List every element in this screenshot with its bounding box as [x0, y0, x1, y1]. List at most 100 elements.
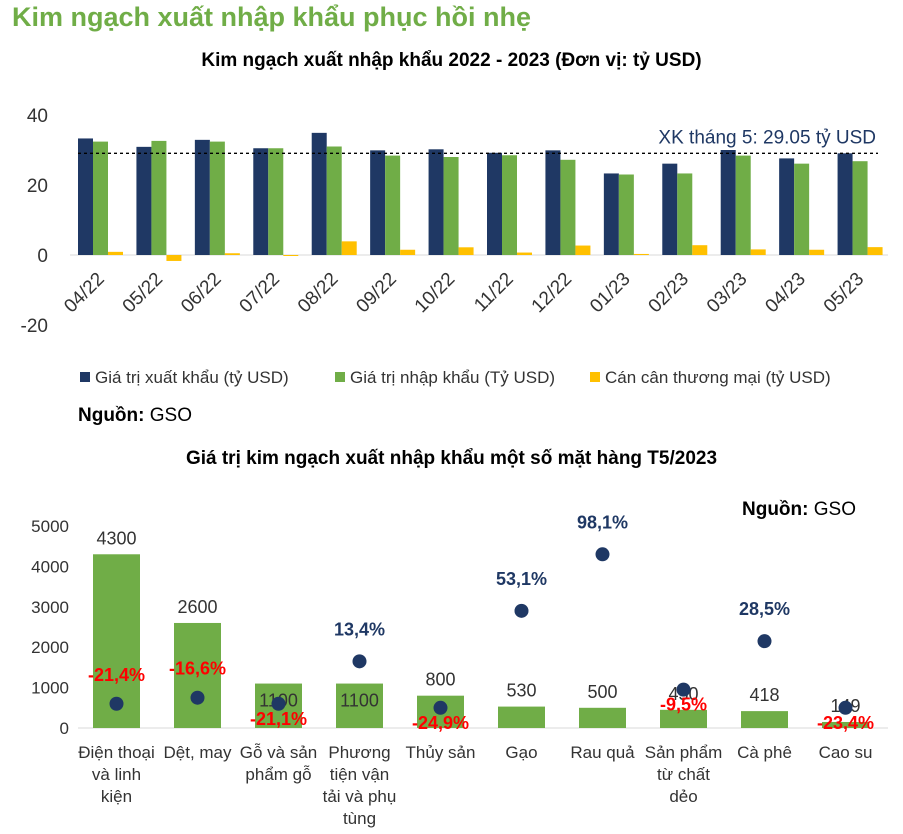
bar-export — [545, 150, 561, 255]
commodity-bar — [579, 707, 626, 728]
growth-dot — [352, 654, 367, 669]
value-label: 4300 — [96, 528, 136, 548]
bar-balance — [633, 253, 649, 255]
category-label: Dệt, may — [163, 743, 232, 762]
commodity-bar — [660, 709, 707, 728]
category-label: Gỗ và sản — [240, 743, 318, 762]
reference-line-label: XK tháng 5: 29.05 tỷ USD — [658, 127, 876, 148]
y-tick-label: 0 — [37, 246, 48, 267]
value-label: 500 — [587, 682, 617, 702]
category-label: tiện vận — [330, 765, 390, 784]
x-tick-label: 08/22 — [294, 269, 342, 317]
growth-label: 53,1% — [496, 569, 547, 589]
category-label: Gạo — [505, 743, 537, 762]
x-tick-label: 12/22 — [528, 269, 576, 317]
category-label: Rau quả — [570, 743, 635, 762]
chart1-trade-balance: 40 20 0 -20 04/22 05/22 06/22 07/22 08/22 09/22 10… — [21, 106, 888, 387]
bar-import — [677, 173, 693, 255]
bar-balance — [692, 245, 708, 255]
bar-import — [93, 141, 108, 255]
growth-label: -9,5% — [660, 695, 707, 715]
legend-label: Giá trị xuất khẩu (tỷ USD) — [95, 368, 289, 387]
growth-dot — [271, 696, 286, 711]
category-label: từ chất — [657, 765, 710, 784]
chart2-commodities: 5000 4000 3000 2000 1000 0 4300 -21,4% Điện thoạ… — [31, 512, 888, 828]
bar-balance — [575, 245, 591, 255]
category-label: Cà phê — [737, 743, 792, 762]
bar-balance — [283, 255, 299, 256]
bar-export — [78, 138, 93, 255]
bar-export — [720, 150, 736, 255]
legend-label: Cán cân thương mại (tỷ USD) — [605, 368, 831, 387]
category-label: Sản phẩm — [645, 743, 723, 762]
bar-export — [779, 158, 795, 255]
value-label: 800 — [425, 670, 455, 690]
category-label: tùng — [343, 809, 376, 828]
growth-dot — [514, 603, 529, 618]
category-label: và linh — [92, 765, 141, 784]
growth-dot — [595, 547, 610, 562]
y-tick-label: 5000 — [31, 517, 69, 536]
growth-label: -21,4% — [88, 665, 145, 685]
bar-export — [194, 139, 210, 255]
bar-import — [151, 140, 167, 255]
x-tick-label: 11/22 — [470, 269, 517, 316]
y-tick-label: 0 — [60, 719, 69, 738]
bar-balance — [341, 241, 357, 255]
bar-import — [794, 163, 810, 255]
x-tick-label: 04/23 — [761, 269, 809, 317]
category-label: phẩm gỗ — [245, 765, 311, 784]
growth-label: 98,1% — [577, 512, 628, 532]
bar-balance — [108, 251, 123, 255]
growth-label: -21,1% — [250, 709, 307, 729]
bar-balance — [166, 255, 182, 261]
bar-export — [428, 149, 444, 255]
bar-import — [268, 148, 284, 255]
category-label: tải và phụ — [323, 787, 397, 806]
bar-export — [311, 132, 327, 255]
legend-swatch — [80, 372, 90, 382]
y-tick-label: 3000 — [31, 598, 69, 617]
value-label: 1100 — [340, 691, 379, 711]
bar-export — [487, 152, 502, 255]
chart1-source: Nguồn: GSO — [78, 405, 192, 426]
bar-import — [502, 155, 517, 255]
x-tick-label: 06/22 — [177, 269, 225, 317]
bar-import — [326, 146, 342, 255]
commodity-bar — [498, 706, 545, 728]
growth-label: -24,9% — [412, 713, 469, 733]
growth-dot — [109, 696, 124, 711]
bar-balance — [809, 249, 825, 255]
bar-export — [253, 148, 269, 255]
growth-label: -23,4% — [817, 713, 874, 733]
bar-import — [735, 155, 751, 255]
x-tick-label: 02/23 — [645, 269, 693, 317]
x-tick-label: 05/22 — [119, 269, 167, 317]
commodity-bar — [336, 683, 383, 728]
category-label: Điện thoại — [78, 743, 155, 762]
growth-dot — [838, 700, 853, 715]
page-heading: Kim ngạch xuất nhập khẩu phục hồi nhẹ — [12, 2, 532, 32]
growth-dot — [676, 682, 691, 697]
x-tick-label: 01/23 — [586, 269, 634, 317]
bar-export — [136, 146, 152, 255]
chart2-title: Giá trị kim ngạch xuất nhập khẩu một số … — [185, 448, 718, 469]
x-tick-label: 04/22 — [60, 269, 108, 317]
bar-balance — [750, 249, 766, 255]
x-tick-label: 09/22 — [352, 269, 400, 317]
commodity-bar — [822, 721, 869, 728]
bar-import — [560, 159, 576, 255]
y-tick-label: 4000 — [31, 557, 69, 576]
value-label: 530 — [506, 681, 536, 701]
y-tick-label: 2000 — [31, 638, 69, 657]
value-label: 418 — [749, 685, 779, 705]
x-tick-label: 05/23 — [820, 269, 868, 317]
growth-dot — [433, 700, 448, 715]
bar-balance — [400, 249, 416, 255]
bar-balance — [458, 247, 474, 255]
legend-swatch — [335, 372, 345, 382]
legend-label: Giá trị nhập khẩu (Tỷ USD) — [350, 368, 555, 387]
bar-import — [385, 155, 401, 255]
chart1-title: Kim ngạch xuất nhập khẩu 2022 - 2023 (Đơ… — [201, 50, 702, 71]
growth-dot — [757, 634, 772, 649]
